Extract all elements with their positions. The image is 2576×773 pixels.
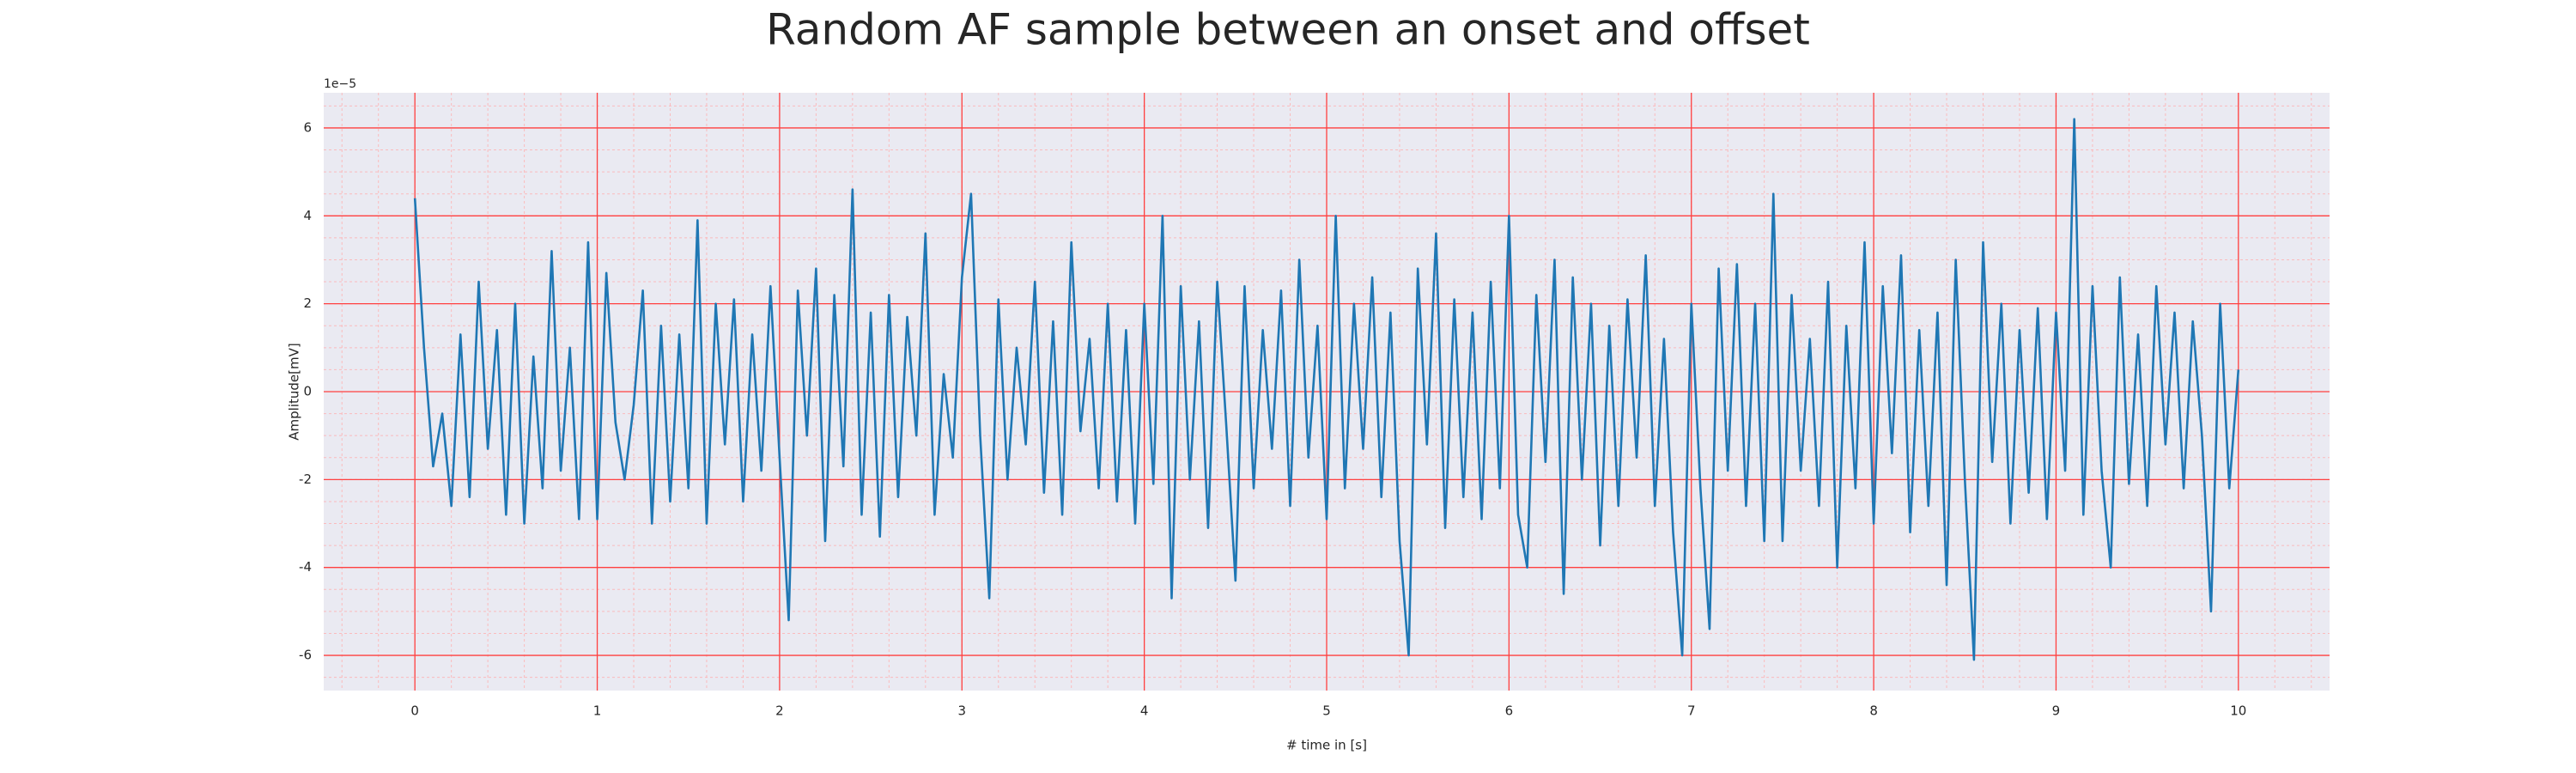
x-tick-label: 2: [775, 703, 784, 719]
x-axis-label: # time in [s]: [1286, 738, 1367, 753]
y-tick-label: -6: [299, 648, 312, 663]
x-tick-label: 8: [1869, 703, 1878, 719]
y-axis-label: Amplitude[mV]: [287, 343, 302, 440]
y-tick-label: 4: [303, 208, 312, 223]
signal-line: [413, 118, 2240, 661]
x-tick-label: 5: [1322, 703, 1331, 719]
marks: [413, 118, 2240, 661]
x-tick-label: 6: [1505, 703, 1514, 719]
y-tick-label: -4: [299, 559, 312, 575]
x-tick-label: 0: [410, 703, 419, 719]
y-tick-label: 0: [303, 384, 312, 399]
x-tick-label: 9: [2052, 703, 2061, 719]
y-tick-label: 2: [303, 295, 312, 311]
x-tick-label: 4: [1140, 703, 1149, 719]
x-tick-label: 7: [1687, 703, 1696, 719]
x-tick-label: 1: [593, 703, 602, 719]
y-tick-label: 6: [303, 119, 312, 135]
x-tick-label: 10: [2230, 703, 2246, 719]
chart-title: Random AF sample between an onset and of…: [766, 5, 1810, 55]
y-offset-label: 1e−5: [324, 77, 356, 91]
y-tick-label: -2: [299, 472, 312, 487]
x-tick-label: 3: [957, 703, 966, 719]
